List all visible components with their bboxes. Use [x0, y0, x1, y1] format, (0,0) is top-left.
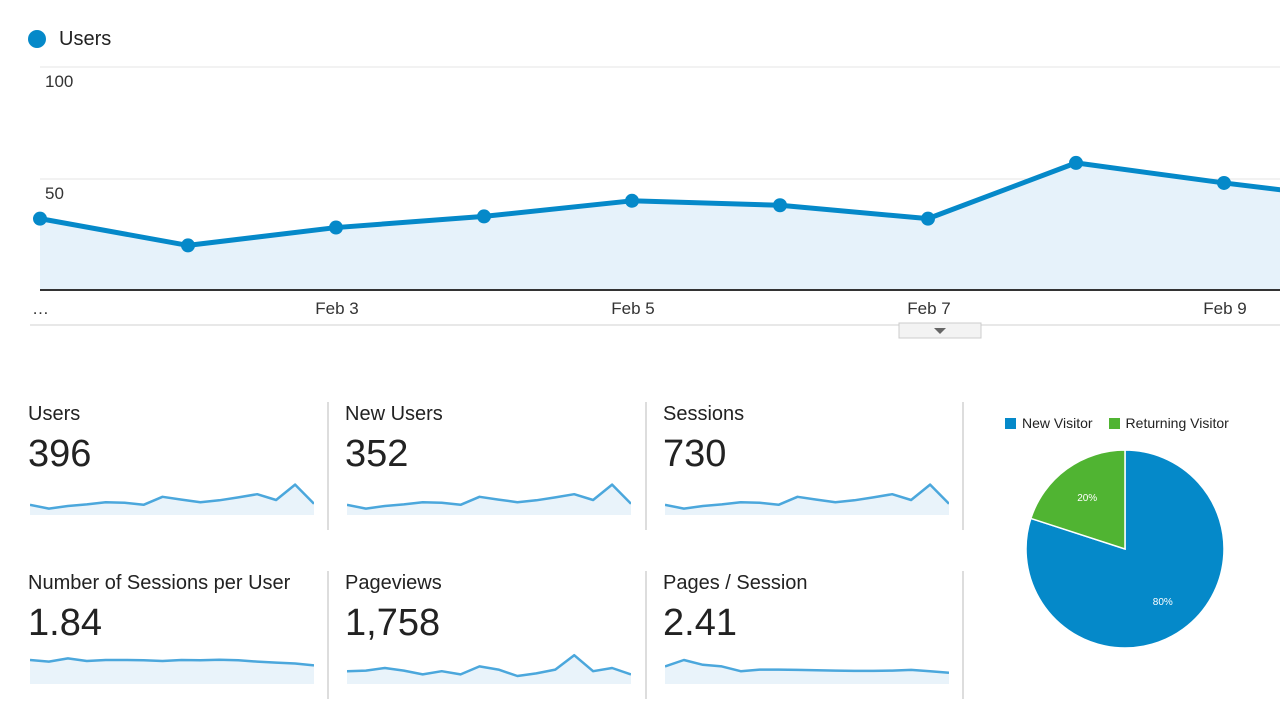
pie-slice-label: 80% [1153, 597, 1173, 608]
legend-dot-icon [28, 30, 46, 48]
sparkline-line [30, 483, 314, 510]
sparkline [347, 653, 631, 684]
series-line [39, 160, 1280, 248]
metric-value: 1.84 [28, 602, 102, 644]
data-point-7[interactable] [921, 211, 935, 226]
metric-users[interactable]: Users 396 [28, 403, 318, 543]
y-tick-label-100: 100 [45, 72, 73, 91]
data-point-9[interactable] [1217, 175, 1231, 190]
pie-slice-label: 20% [1077, 493, 1097, 504]
legend-label-new-visitor: New Visitor [1022, 415, 1093, 431]
sparkline-line [347, 483, 631, 510]
metric-label: New Users [345, 403, 443, 425]
data-point-6[interactable] [773, 198, 787, 213]
metric-value: 396 [28, 433, 92, 475]
sparkline-line [665, 658, 949, 675]
divider [962, 402, 964, 530]
pie-legend: New Visitor Returning Visitor [1005, 415, 1245, 431]
series-area [40, 162, 1280, 290]
legend-item-returning-visitor[interactable]: Returning Visitor [1108, 415, 1229, 431]
sparkline [30, 657, 314, 684]
data-point-5[interactable] [625, 193, 639, 208]
data-point-3[interactable] [329, 220, 343, 235]
metric-pageviews[interactable]: Pageviews 1,758 [345, 572, 635, 712]
metric-sessions[interactable]: Sessions 730 [663, 403, 953, 543]
legend-label-returning-visitor: Returning Visitor [1125, 415, 1229, 431]
sparkline [30, 483, 314, 515]
sparkline-area [665, 660, 949, 684]
chevron-down-icon [934, 328, 946, 334]
sparkline-area [347, 655, 631, 684]
sparkline [665, 658, 949, 684]
metric-label: Users [28, 403, 81, 425]
x-tick-label-feb-7: Feb 7 [907, 299, 950, 318]
sparkline-line [30, 657, 314, 667]
users-series [33, 155, 1280, 290]
metric-value: 730 [663, 433, 727, 475]
legend-swatch-new-visitor [1005, 417, 1016, 429]
metric-new-users[interactable]: New Users 352 [345, 403, 635, 543]
data-point-1[interactable] [33, 211, 47, 226]
sparkline-area [665, 484, 949, 515]
metric-value: 1,758 [345, 602, 441, 644]
visitor-type-pie: New Visitor Returning Visitor 80% 20% [975, 405, 1275, 660]
expand-toggle-button[interactable] [898, 322, 982, 339]
divider [327, 402, 329, 530]
x-tick-label-feb-3: Feb 3 [315, 299, 358, 318]
sparkline-area [30, 658, 314, 684]
metric-label: Pageviews [345, 572, 442, 594]
divider [645, 571, 647, 699]
y-tick-label-50: 50 [45, 184, 64, 203]
sparkline-area [347, 484, 631, 515]
legend-item-new-visitor[interactable]: New Visitor [1005, 415, 1093, 431]
pie-slice-returning-visitor[interactable] [1029, 449, 1126, 551]
metric-pages-per-session[interactable]: Pages / Session 2.41 [663, 572, 953, 712]
divider [962, 571, 964, 699]
legend-swatch-returning-visitor [1108, 417, 1120, 429]
users-line-chart: 100 50 … Feb 3 Feb 5 Feb 7 Feb 9 [30, 66, 1280, 339]
sparkline [665, 483, 949, 515]
data-point-4[interactable] [477, 209, 491, 224]
metric-label: Sessions [663, 403, 745, 425]
divider [327, 571, 329, 699]
metric-label: Pages / Session [663, 572, 808, 594]
metric-value: 352 [345, 433, 409, 475]
legend-label-users: Users [59, 27, 112, 50]
data-point-8[interactable] [1069, 155, 1083, 170]
pie-chart: 80% 20% [1025, 449, 1225, 649]
x-tick-label-ellipsis: … [32, 299, 49, 318]
sparkline-area [30, 484, 314, 515]
x-tick-label-feb-5: Feb 5 [611, 299, 654, 318]
metric-sessions-per-user[interactable]: Number of Sessions per User 1.84 [28, 572, 318, 712]
x-tick-label-feb-9: Feb 9 [1203, 299, 1246, 318]
metric-value: 2.41 [663, 602, 737, 644]
sparkline [347, 483, 631, 515]
chart-legend: Users [28, 26, 111, 52]
sparkline-line [665, 483, 949, 510]
data-point-2[interactable] [181, 238, 195, 253]
sparkline-line [347, 653, 631, 678]
metric-label: Number of Sessions per User [28, 572, 291, 594]
divider [645, 402, 647, 530]
